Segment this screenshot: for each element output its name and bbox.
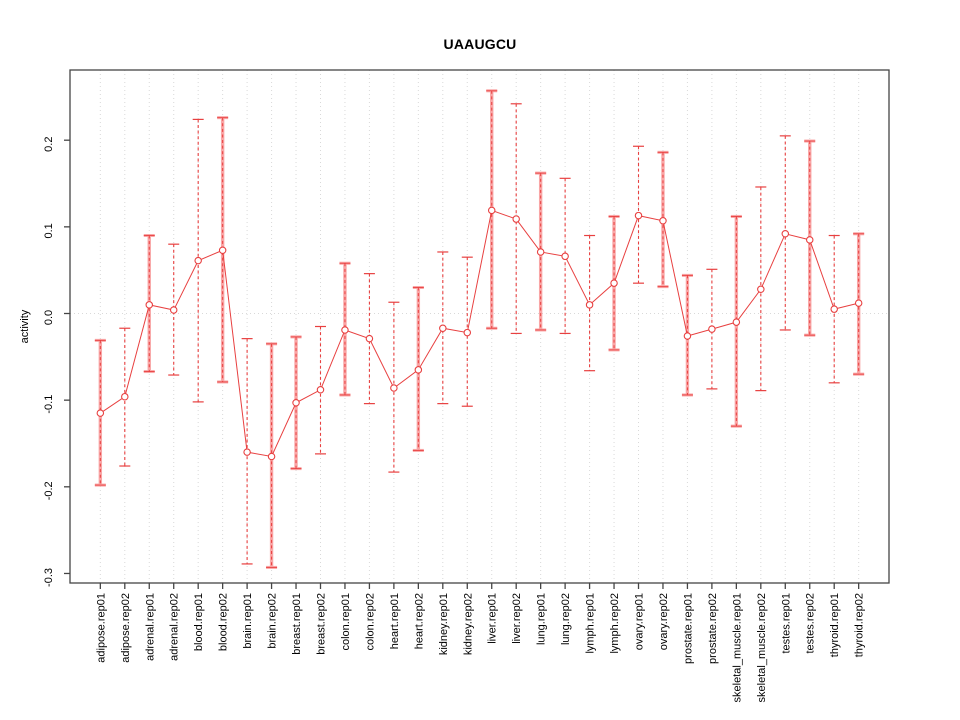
- data-point-marker: [683, 332, 692, 340]
- data-point-marker: [96, 409, 105, 417]
- x-tick-label: blood.rep02: [218, 593, 230, 651]
- data-point-marker: [830, 305, 838, 313]
- data-point-marker: [365, 334, 374, 343]
- x-tick-label: kidney.rep02: [462, 593, 474, 655]
- x-tick-label: liver.rep01: [487, 593, 499, 644]
- data-point-marker: [414, 366, 423, 374]
- series-line: [100, 209, 859, 458]
- y-tick-label: -0.1: [43, 395, 55, 414]
- x-tick-label: kidney.rep01: [438, 593, 450, 655]
- x-tick-label: breast.rep02: [315, 593, 327, 655]
- plot-frame: [69, 69, 890, 584]
- x-tick-label: breast.rep01: [291, 593, 303, 655]
- x-tick-label: brain.rep02: [267, 593, 279, 649]
- data-point-marker: [512, 215, 520, 223]
- data-point-marker: [390, 384, 398, 392]
- data-point-marker: [194, 256, 202, 265]
- data-point-marker: [805, 236, 814, 244]
- data-point-marker: [487, 206, 496, 215]
- y-tick-label: -0.3: [43, 568, 55, 587]
- data-point-marker: [732, 318, 741, 326]
- data-point-marker: [145, 301, 154, 309]
- data-point-marker: [463, 328, 472, 337]
- x-tick-label: thyroid.rep01: [829, 593, 841, 657]
- data-point-marker: [659, 217, 667, 225]
- x-tick-label: skeletal_muscle.rep02: [756, 593, 768, 702]
- data-point-marker: [634, 211, 643, 220]
- x-tick-label: adrenal.rep02: [169, 593, 181, 661]
- data-point-marker: [610, 279, 618, 287]
- data-point-marker: [218, 246, 227, 254]
- x-tick-label: liver.rep02: [511, 593, 523, 644]
- y-tick-label: 0.0: [43, 310, 55, 325]
- data-point-marker: [169, 306, 178, 314]
- data-point-marker: [292, 399, 300, 407]
- x-tick-label: blood.rep01: [193, 593, 205, 651]
- data-point-marker: [781, 230, 790, 238]
- data-point-marker: [708, 325, 716, 333]
- x-tick-label: heart.rep01: [389, 593, 401, 649]
- data-point-marker: [439, 324, 447, 332]
- data-point-marker: [536, 248, 545, 256]
- data-point-marker: [243, 448, 251, 456]
- chart-title: UAAUGCU: [443, 36, 517, 52]
- data-point-marker: [854, 299, 863, 307]
- x-tick-label: colon.rep02: [364, 593, 376, 651]
- x-tick-label: adrenal.rep01: [144, 593, 156, 661]
- data-point-marker: [757, 285, 765, 293]
- x-tick-label: ovary.rep02: [658, 593, 670, 650]
- x-tick-label: heart.rep02: [413, 593, 425, 649]
- x-tick-label: thyroid.rep02: [854, 593, 866, 657]
- x-tick-label: prostate.rep02: [707, 593, 719, 664]
- data-point-marker: [561, 252, 569, 261]
- x-tick-label: adipose.rep02: [120, 593, 132, 663]
- data-point-marker: [121, 392, 129, 401]
- x-tick-label: brain.rep01: [242, 593, 254, 649]
- y-axis-label: activity: [19, 309, 31, 343]
- x-tick-label: adipose.rep01: [95, 593, 107, 663]
- x-tick-label: lung.rep01: [536, 593, 548, 645]
- x-tick-label: testes.rep01: [780, 593, 792, 654]
- data-point-marker: [267, 452, 276, 461]
- x-tick-label: lung.rep02: [560, 593, 572, 645]
- y-tick-label: 0.1: [43, 223, 55, 238]
- x-tick-label: ovary.rep01: [634, 593, 646, 650]
- x-tick-label: colon.rep01: [340, 593, 352, 651]
- x-tick-label: testes.rep02: [805, 593, 817, 654]
- data-point-marker: [316, 386, 325, 394]
- y-tick-label: 0.2: [43, 137, 55, 152]
- y-tick-label: -0.2: [43, 481, 55, 500]
- x-tick-label: lymph.rep02: [609, 593, 621, 654]
- data-point-marker: [341, 326, 349, 334]
- x-tick-label: skeletal_muscle.rep01: [731, 593, 743, 702]
- x-tick-label: prostate.rep01: [682, 593, 694, 664]
- data-point-marker: [585, 301, 594, 309]
- x-tick-label: lymph.rep01: [585, 593, 597, 654]
